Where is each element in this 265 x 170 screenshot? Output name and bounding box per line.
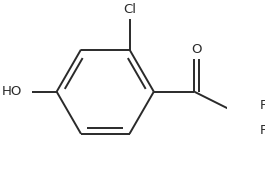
Text: HO: HO <box>2 85 22 98</box>
Text: F: F <box>260 99 265 112</box>
Text: F: F <box>260 124 265 137</box>
Text: O: O <box>192 43 202 56</box>
Text: Cl: Cl <box>123 3 136 16</box>
